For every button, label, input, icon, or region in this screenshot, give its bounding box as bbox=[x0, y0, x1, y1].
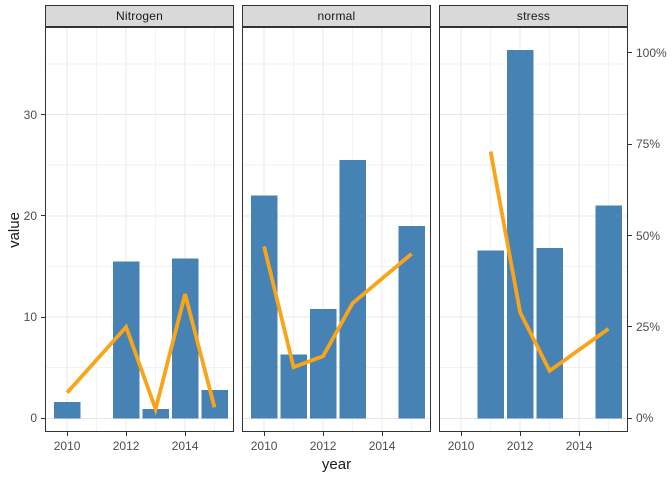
y-right-tick-label: 100% bbox=[636, 45, 667, 60]
bar-2015 bbox=[595, 205, 622, 419]
bar-2014 bbox=[171, 258, 199, 419]
x-tick-mark bbox=[322, 432, 324, 436]
x-tick-label: 2014 bbox=[171, 439, 199, 453]
facet-label: Nitrogen bbox=[116, 9, 163, 23]
y-left-tick-label: 20 bbox=[23, 208, 37, 223]
facet-strip-Nitrogen: Nitrogen bbox=[45, 5, 234, 27]
trend-line bbox=[65, 293, 217, 416]
x-tick-mark bbox=[66, 432, 68, 436]
facet-label: normal bbox=[317, 9, 356, 23]
y-right-tick-label: 0% bbox=[636, 411, 654, 426]
panel-border bbox=[45, 27, 234, 432]
panel-border bbox=[439, 27, 628, 432]
bar-2010 bbox=[250, 195, 278, 419]
facet-label: stress bbox=[516, 9, 551, 23]
x-tick-label: 2010 bbox=[250, 439, 278, 453]
bar-2012 bbox=[506, 49, 534, 419]
x-tick-label: 2012 bbox=[309, 439, 337, 453]
x-tick-label: 2012 bbox=[506, 439, 534, 453]
y-left-tick-label: 10 bbox=[23, 310, 37, 325]
y-left-tick-mark bbox=[41, 114, 45, 116]
y-left-tick-mark bbox=[41, 316, 45, 318]
x-tick-mark bbox=[263, 432, 265, 436]
y-right-tick-label: 75% bbox=[636, 137, 661, 152]
bar-2012 bbox=[112, 261, 140, 419]
x-tick-mark bbox=[519, 432, 521, 436]
y-left-tick-label: 0 bbox=[30, 411, 37, 426]
bar-2013 bbox=[536, 248, 563, 419]
facet-panel-normal bbox=[242, 27, 431, 432]
bar-2011 bbox=[477, 250, 504, 419]
y-left-tick-label: 30 bbox=[23, 107, 37, 122]
trend-line bbox=[262, 246, 413, 370]
y-right-tick-mark bbox=[628, 143, 632, 145]
bar-2015 bbox=[398, 225, 425, 419]
y-left-tick-mark bbox=[41, 215, 45, 217]
trend-line bbox=[488, 151, 610, 374]
x-tick-mark bbox=[125, 432, 127, 436]
x-axis-title: year bbox=[321, 456, 352, 473]
y-right-tick-label: 50% bbox=[636, 228, 661, 243]
y-right-tick-mark bbox=[628, 417, 632, 419]
x-tick-label: 2014 bbox=[565, 439, 593, 453]
x-tick-mark bbox=[184, 432, 186, 436]
x-tick-mark bbox=[381, 432, 383, 436]
facet-panel-stress bbox=[439, 27, 628, 432]
panel-border bbox=[242, 27, 431, 432]
y-right-tick-label: 25% bbox=[636, 319, 661, 334]
bar-2010 bbox=[53, 402, 81, 419]
x-tick-label: 2012 bbox=[112, 439, 140, 453]
x-tick-label: 2010 bbox=[53, 439, 81, 453]
facet-panel-Nitrogen bbox=[45, 27, 234, 432]
y-right-tick-mark bbox=[628, 52, 632, 54]
bar-2012 bbox=[309, 308, 337, 419]
y-right-tick-mark bbox=[628, 235, 632, 237]
y-left-tick-mark bbox=[41, 417, 45, 419]
x-tick-mark bbox=[460, 432, 462, 436]
bar-2013 bbox=[339, 160, 366, 419]
x-tick-mark bbox=[578, 432, 580, 436]
x-tick-label: 2014 bbox=[368, 439, 396, 453]
y-right-tick-mark bbox=[628, 326, 632, 328]
facet-strip-stress: stress bbox=[439, 5, 628, 27]
x-tick-label: 2010 bbox=[447, 439, 475, 453]
facet-strip-normal: normal bbox=[242, 5, 431, 27]
